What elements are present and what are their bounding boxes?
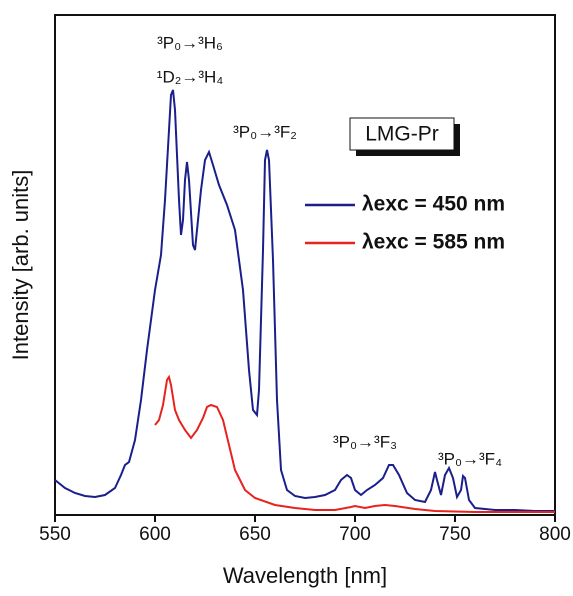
- legend-label: λexc = 585 nm: [362, 231, 505, 254]
- x-tick-label: 600: [139, 524, 171, 545]
- x-tick-label: 800: [539, 524, 571, 545]
- spectrum-line: [154, 374, 555, 513]
- label-box: [349, 117, 455, 151]
- legend-label: λexc = 450 nm: [362, 193, 505, 216]
- peak-annotation: ¹D₂→³H₄: [157, 67, 223, 86]
- sample-label: LMG-Pr: [365, 123, 439, 146]
- x-axis-title: Wavelength [nm]: [223, 563, 387, 588]
- x-tick-label: 550: [39, 524, 71, 545]
- peak-annotation: ³P₀→³F₂: [233, 122, 297, 141]
- peak-annotation: ³P₀→³F₄: [438, 449, 502, 468]
- peak-annotation: ³P₀→³H₆: [157, 33, 223, 52]
- plot-frame: [54, 14, 556, 516]
- y-axis-title: Intensity [arb. units]: [8, 170, 33, 361]
- x-tick-label: 650: [239, 524, 271, 545]
- peak-annotation: ³P₀→³F₃: [333, 432, 397, 451]
- spectrum-line: [54, 89, 555, 512]
- x-tick-label: 700: [339, 524, 371, 545]
- x-tick-label: 750: [439, 524, 471, 545]
